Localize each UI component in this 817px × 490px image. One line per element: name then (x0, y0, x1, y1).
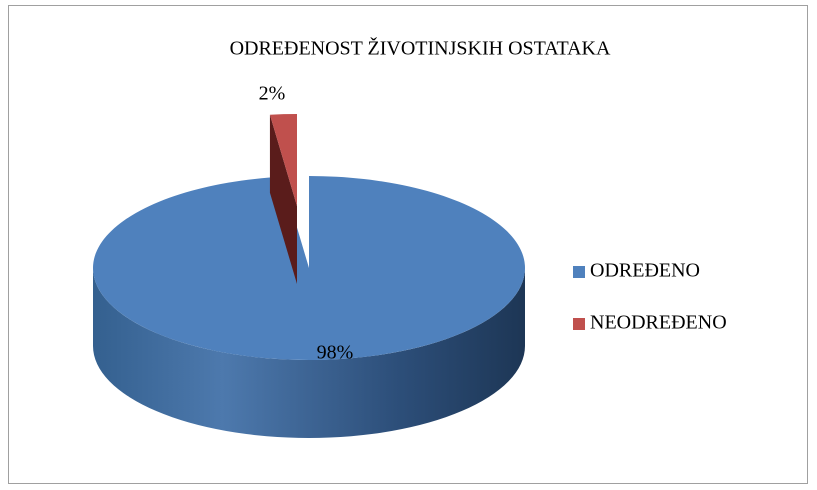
legend-swatch (573, 266, 585, 278)
pie-side (93, 268, 525, 438)
legend-swatch (573, 318, 585, 330)
pie-slice (93, 176, 526, 360)
chart-title: ODREĐENOST ŽIVOTINJSKIH OSTATAKA (230, 37, 611, 60)
pie-slice (269, 114, 297, 206)
data-label: 98% (317, 342, 354, 364)
legend-label: ODREĐENO (590, 260, 700, 282)
data-label: 2% (259, 83, 286, 105)
legend-label: NEODREĐENO (590, 312, 727, 334)
pie-wall (269, 114, 297, 284)
